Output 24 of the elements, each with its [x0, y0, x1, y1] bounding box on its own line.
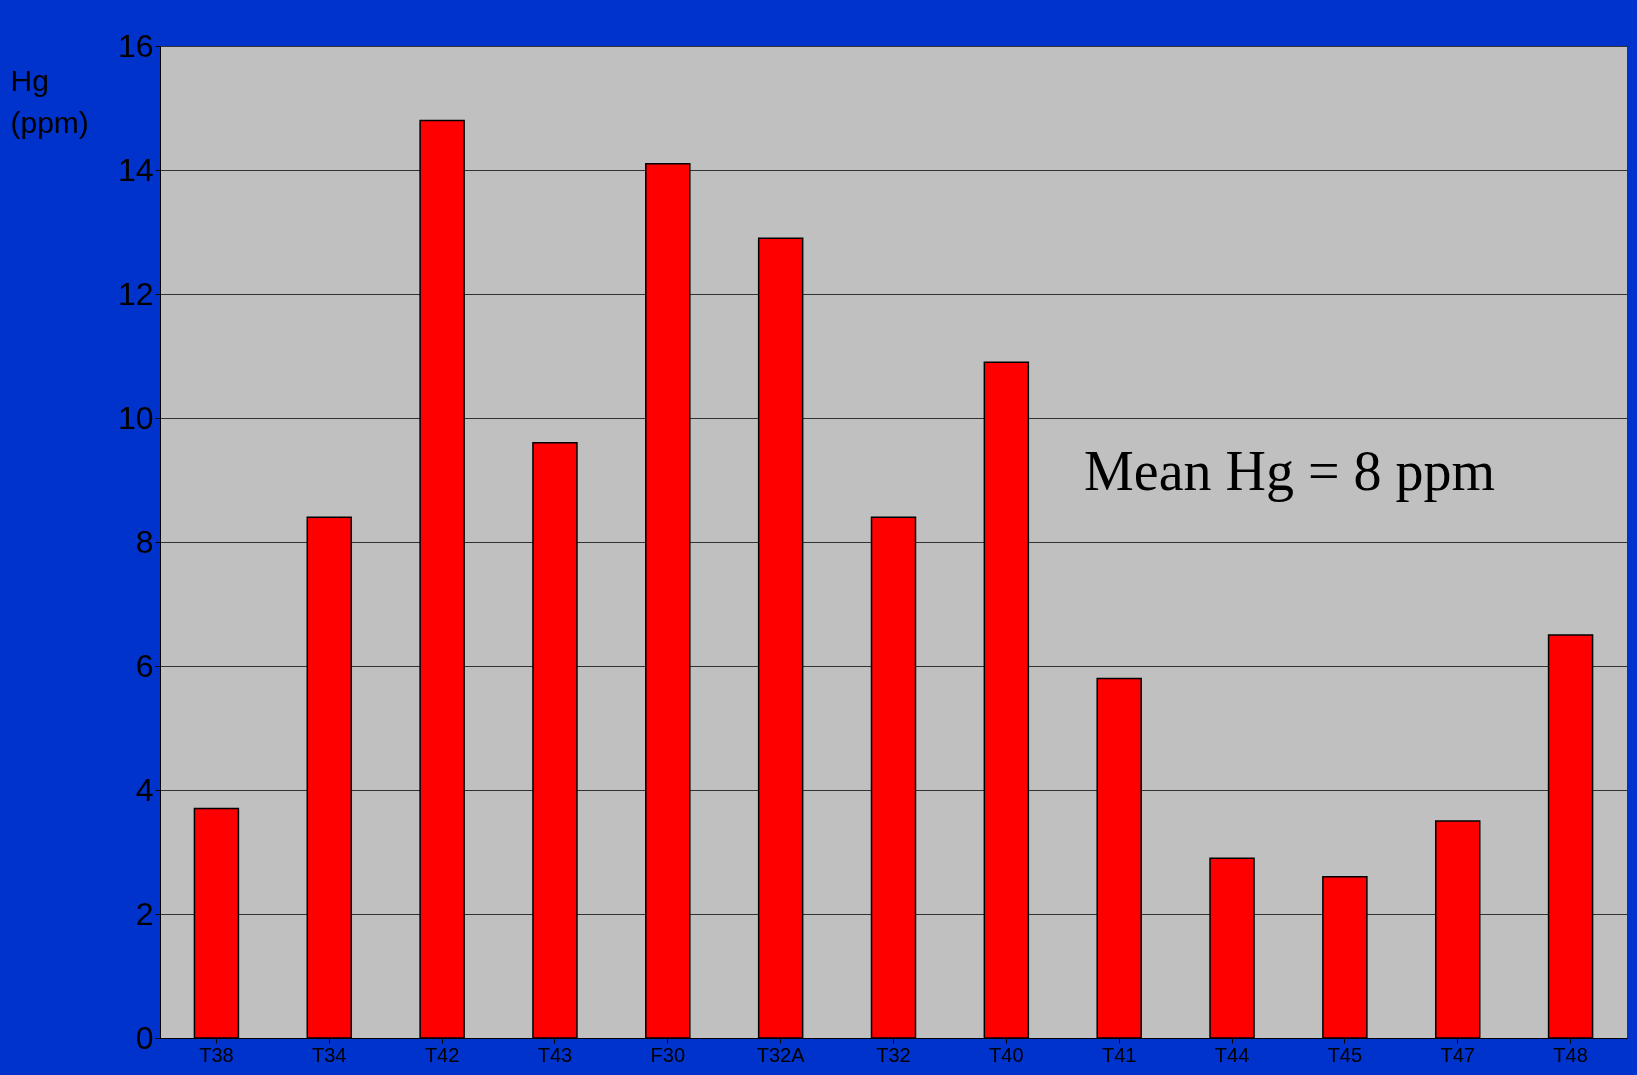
y-tick-label: 6 — [135, 647, 154, 684]
x-tick-label: T38 — [199, 1043, 234, 1066]
y-tick-label: 10 — [117, 399, 154, 436]
y-tick-label: 0 — [135, 1019, 154, 1056]
x-tick-label: F30 — [650, 1043, 686, 1066]
y-tick-label: 8 — [135, 523, 154, 560]
x-tick-label: T41 — [1101, 1043, 1137, 1066]
x-tick-label: T44 — [1214, 1043, 1250, 1066]
y-tick-label: 14 — [117, 151, 154, 188]
y-tick-label: 2 — [135, 895, 154, 932]
x-tick-label: T45 — [1327, 1043, 1363, 1066]
x-tick-label: T43 — [537, 1043, 573, 1066]
x-tick-label: T47 — [1440, 1043, 1475, 1066]
annotation: Mean Hg = 8 ppm — [1084, 439, 1496, 502]
x-tick-label: T42 — [424, 1043, 460, 1066]
y-tick-label: 4 — [135, 771, 154, 808]
x-tick-label: T34 — [312, 1043, 347, 1066]
x-tick-label: T32A — [756, 1043, 806, 1066]
y-axis-title: Hg (ppm) — [10, 63, 89, 139]
x-tick-label: T32 — [876, 1043, 911, 1066]
y-tick-label: 16 — [117, 27, 154, 64]
x-tick-label: T40 — [989, 1043, 1024, 1066]
x-tick-label: T48 — [1553, 1043, 1588, 1066]
y-tick-label: 12 — [117, 275, 154, 312]
